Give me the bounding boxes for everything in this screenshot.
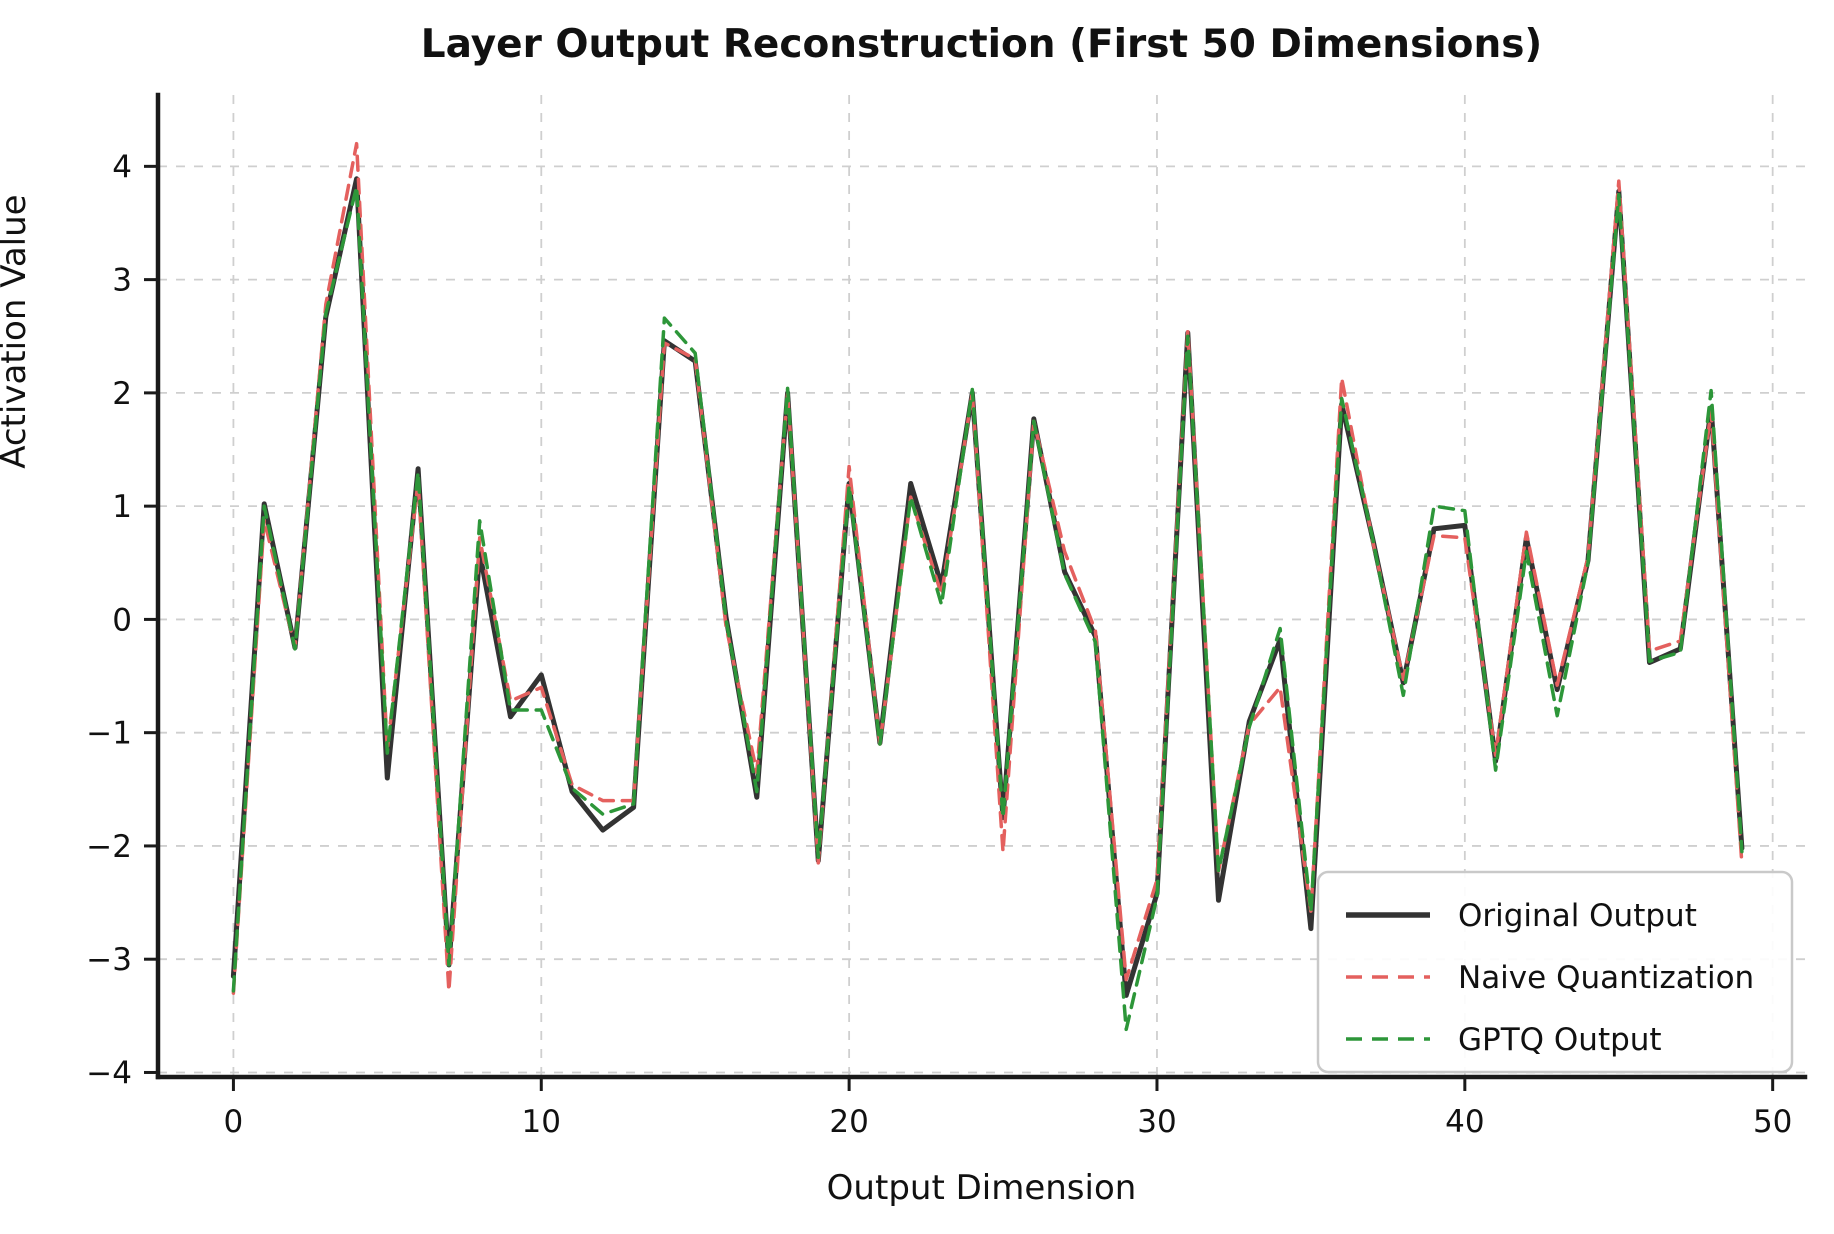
x-tick-label: 40 — [1445, 1104, 1484, 1140]
y-tick-label: −3 — [86, 942, 132, 978]
y-tick-label: 4 — [112, 149, 132, 185]
series-line-gptq-output — [231, 184, 1744, 1032]
x-tick-label: 50 — [1753, 1104, 1792, 1140]
legend-box — [1316, 870, 1794, 1074]
y-tick-label: 3 — [112, 263, 132, 299]
legend-entry-gptq-output: GPTQ Output — [1346, 1022, 1662, 1058]
legend-entry-naive-quantization: Naive Quantization — [1346, 960, 1754, 996]
axis-ticks — [144, 164, 1775, 1091]
legend-entry-original-output: Original Output — [1346, 898, 1697, 934]
x-tick-label: 0 — [224, 1104, 244, 1140]
y-tick-label: −2 — [86, 829, 132, 865]
tick-labels: 0 10 20 30 40 50 −4 −3 −2 −1 0 1 2 3 4 — [86, 149, 1792, 1140]
legend-label: Original Output — [1458, 898, 1697, 934]
series-line-naive-quantization — [231, 141, 1744, 995]
x-tick-label: 30 — [1137, 1104, 1176, 1140]
chart-title: Layer Output Reconstruction (First 50 Di… — [420, 22, 1543, 67]
x-tick-label: 20 — [829, 1104, 868, 1140]
y-tick-label: 2 — [112, 376, 132, 412]
grid-lines — [158, 95, 1805, 1077]
x-axis-label: Output Dimension — [826, 1168, 1137, 1208]
legend-label: GPTQ Output — [1458, 1022, 1662, 1058]
x-tick-label: 10 — [522, 1104, 561, 1140]
y-tick-label: −1 — [86, 716, 132, 752]
axis-spines — [155, 92, 1808, 1080]
y-tick-label: 1 — [112, 489, 132, 525]
y-tick-label: −4 — [86, 1055, 132, 1091]
y-tick-label: 0 — [112, 602, 132, 638]
legend: Original Output Naive Quantization GPTQ Ou… — [1316, 870, 1794, 1074]
legend-label: Naive Quantization — [1458, 960, 1754, 996]
